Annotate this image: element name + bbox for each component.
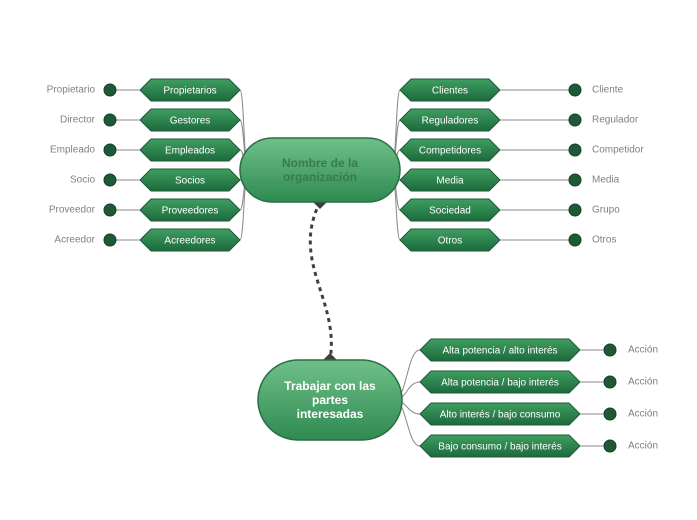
left-leaf-0: Propietario: [47, 85, 96, 96]
bottom-leaf-1: Acción: [628, 377, 658, 388]
right-leaf-1: Regulador: [592, 115, 639, 126]
right-leaf-5: Otros: [592, 235, 616, 246]
bottom-node-1-label: Alta potencia / bajo interés: [441, 378, 559, 389]
bottom-leaf-3: Acción: [628, 441, 658, 452]
right-dot-2[interactable]: [569, 144, 581, 156]
left-dot-5[interactable]: [104, 234, 116, 246]
right-node-4-label: Sociedad: [429, 206, 471, 217]
right-node-2-label: Competidores: [419, 146, 481, 157]
left-dot-0[interactable]: [104, 84, 116, 96]
link-dashed: [310, 202, 331, 360]
right-leaf-2: Competidor: [592, 145, 644, 156]
left-dot-1[interactable]: [104, 114, 116, 126]
left-leaf-4: Proveedor: [49, 205, 96, 216]
bottom-dot-1[interactable]: [604, 376, 616, 388]
left-leaf-5: Acreedor: [54, 235, 95, 246]
right-dot-5[interactable]: [569, 234, 581, 246]
left-dot-4[interactable]: [104, 204, 116, 216]
bottom-dot-3[interactable]: [604, 440, 616, 452]
right-node-5-label: Otros: [438, 236, 462, 247]
mindmap-canvas: Nombre de laorganización Trabajar con las…: [0, 0, 697, 520]
bottom-dot-2[interactable]: [604, 408, 616, 420]
central-stakeholders-text-2: interesadas: [297, 407, 364, 421]
right-leaf-0: Cliente: [592, 85, 624, 96]
left-dot-2[interactable]: [104, 144, 116, 156]
right-dot-3[interactable]: [569, 174, 581, 186]
bottom-node-2-label: Alto interés / bajo consumo: [440, 410, 561, 421]
bottom-node-0-label: Alta potencia / alto interés: [442, 346, 557, 357]
right-leaf-3: Media: [592, 175, 620, 186]
right-dot-0[interactable]: [569, 84, 581, 96]
left-node-2-label: Empleados: [165, 146, 215, 157]
right-node-1-label: Reguladores: [422, 116, 479, 127]
central-stakeholders-text-0: Trabajar con las: [284, 379, 376, 393]
left-node-3-label: Socios: [175, 176, 205, 187]
bottom-node-3-label: Bajo consumo / bajo interés: [438, 442, 561, 453]
central-org-text-1: organización: [283, 170, 357, 184]
left-leaf-2: Empleado: [50, 145, 95, 156]
right-node-0-label: Clientes: [432, 86, 468, 97]
left-dot-3[interactable]: [104, 174, 116, 186]
central-stakeholders-text-1: partes: [312, 393, 348, 407]
right-dot-1[interactable]: [569, 114, 581, 126]
left-node-0-label: Propietarios: [163, 86, 216, 97]
right-node-3-label: Media: [436, 176, 464, 187]
central-org-text-0: Nombre de la: [282, 156, 358, 170]
bottom-leaf-0: Acción: [628, 345, 658, 356]
left-node-5-label: Acreedores: [164, 236, 215, 247]
bottom-leaf-2: Acción: [628, 409, 658, 420]
right-leaf-4: Grupo: [592, 205, 620, 216]
left-leaf-3: Socio: [70, 175, 95, 186]
right-dot-4[interactable]: [569, 204, 581, 216]
bottom-dot-0[interactable]: [604, 344, 616, 356]
left-node-1-label: Gestores: [170, 116, 211, 127]
left-leaf-1: Director: [60, 115, 96, 126]
left-node-4-label: Proveedores: [162, 206, 219, 217]
